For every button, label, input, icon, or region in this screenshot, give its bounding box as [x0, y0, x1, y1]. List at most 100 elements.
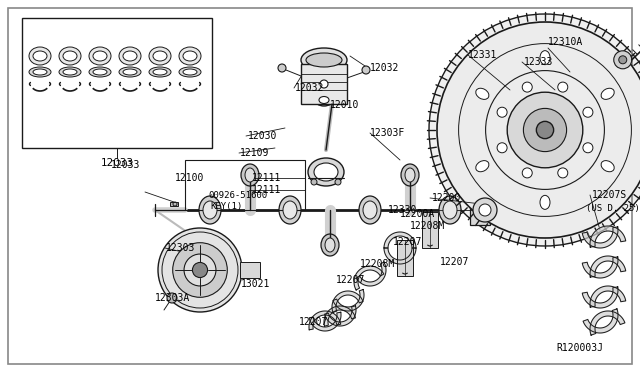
Text: 12207: 12207 [299, 317, 328, 327]
Ellipse shape [476, 88, 489, 99]
Text: 12200: 12200 [432, 193, 461, 203]
Text: 12032: 12032 [295, 83, 324, 93]
Circle shape [429, 14, 640, 246]
Text: 12030: 12030 [248, 131, 277, 141]
Polygon shape [582, 257, 618, 278]
Circle shape [536, 121, 554, 139]
Ellipse shape [179, 47, 201, 65]
Ellipse shape [241, 164, 259, 186]
Ellipse shape [405, 168, 415, 182]
Bar [170, 202, 178, 206]
Text: 12111: 12111 [252, 185, 282, 195]
Polygon shape [309, 311, 340, 330]
Ellipse shape [439, 196, 461, 224]
Ellipse shape [443, 201, 457, 219]
Circle shape [335, 179, 341, 185]
Polygon shape [324, 306, 356, 326]
Ellipse shape [183, 51, 197, 61]
Bar [422, 212, 438, 248]
Ellipse shape [63, 51, 77, 61]
Circle shape [473, 198, 497, 222]
Text: 12303F: 12303F [370, 128, 405, 138]
Text: 12207S: 12207S [592, 190, 627, 200]
Text: 12207: 12207 [440, 257, 469, 267]
Ellipse shape [359, 196, 381, 224]
Circle shape [311, 179, 317, 185]
Bar [397, 240, 413, 276]
Bar [185, 160, 305, 210]
Ellipse shape [325, 238, 335, 252]
Ellipse shape [153, 69, 167, 75]
Ellipse shape [33, 69, 47, 75]
Text: 12111: 12111 [252, 173, 282, 183]
Text: 12010: 12010 [330, 100, 360, 110]
Text: 12330: 12330 [388, 205, 417, 215]
Circle shape [522, 168, 532, 178]
Ellipse shape [314, 163, 338, 181]
Ellipse shape [29, 67, 51, 77]
Circle shape [522, 82, 532, 92]
Ellipse shape [363, 201, 377, 219]
Ellipse shape [601, 161, 614, 172]
Polygon shape [384, 248, 416, 264]
Ellipse shape [401, 164, 419, 186]
Text: 12200A: 12200A [400, 209, 435, 219]
Circle shape [558, 82, 568, 92]
Ellipse shape [149, 67, 171, 77]
Text: 12033: 12033 [100, 158, 134, 168]
Text: 12109: 12109 [240, 148, 269, 158]
Ellipse shape [89, 47, 111, 65]
Ellipse shape [203, 201, 217, 219]
Circle shape [507, 92, 583, 168]
Circle shape [173, 243, 227, 297]
Polygon shape [583, 309, 618, 333]
Ellipse shape [59, 47, 81, 65]
Ellipse shape [601, 88, 614, 99]
Text: 12207: 12207 [393, 237, 422, 247]
Text: 12333: 12333 [524, 57, 554, 67]
Ellipse shape [183, 69, 197, 75]
Circle shape [614, 51, 632, 69]
Ellipse shape [245, 168, 255, 182]
Ellipse shape [119, 47, 141, 65]
Circle shape [583, 107, 593, 117]
Circle shape [479, 204, 491, 216]
Circle shape [362, 66, 370, 74]
Circle shape [558, 168, 568, 178]
Text: 12208M: 12208M [360, 259, 396, 269]
Text: 12331: 12331 [468, 50, 497, 60]
Ellipse shape [279, 196, 301, 224]
Polygon shape [354, 266, 384, 290]
Polygon shape [333, 289, 364, 311]
Ellipse shape [315, 94, 333, 106]
Polygon shape [309, 312, 341, 331]
Bar [22, 18, 212, 148]
Ellipse shape [476, 161, 489, 172]
Ellipse shape [29, 47, 51, 65]
Circle shape [167, 293, 177, 303]
Ellipse shape [321, 234, 339, 256]
Polygon shape [356, 262, 386, 286]
Ellipse shape [319, 96, 329, 103]
Circle shape [437, 22, 640, 238]
Ellipse shape [153, 51, 167, 61]
Text: 12100: 12100 [175, 173, 204, 183]
Polygon shape [384, 232, 416, 248]
Text: 12310A: 12310A [548, 37, 583, 47]
Ellipse shape [123, 69, 137, 75]
Text: 12032: 12032 [370, 63, 399, 73]
Ellipse shape [63, 69, 77, 75]
Circle shape [184, 254, 216, 286]
Circle shape [497, 107, 507, 117]
Text: 13021: 13021 [241, 279, 270, 289]
Text: R120003J: R120003J [556, 343, 603, 353]
Ellipse shape [93, 51, 107, 61]
Text: 12033: 12033 [111, 160, 140, 170]
Polygon shape [324, 306, 355, 326]
Ellipse shape [93, 69, 107, 75]
Bar [240, 262, 260, 278]
Polygon shape [590, 311, 625, 335]
Ellipse shape [308, 158, 344, 186]
Ellipse shape [59, 67, 81, 77]
Polygon shape [590, 256, 626, 277]
